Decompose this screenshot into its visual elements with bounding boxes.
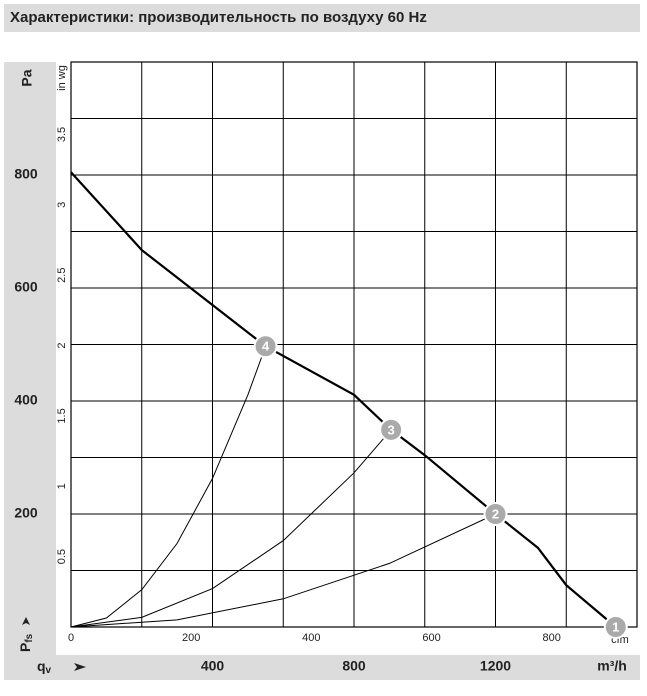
operating-point [603,615,628,639]
plot-frame [70,61,638,628]
y-symbol-main: P [17,643,33,652]
y2-unit: in wg [56,65,68,91]
x2-tick-label: 200 [182,632,200,644]
y2-tick-label: 2.5 [56,268,68,283]
y-axis-panel [4,62,56,680]
operating-point [253,334,278,359]
y-arrow [22,617,30,625]
x-tick-label: 800 [342,658,366,674]
operating-point [379,417,404,442]
point-label: 3 [388,422,395,437]
operating-point [483,502,508,526]
x-symbol: qv [37,658,52,676]
x2-tick-label: 600 [422,632,440,644]
y-tick-label: 600 [14,279,38,295]
y2-tick-label: 3 [56,202,68,208]
x2-tick-label: 800 [542,632,560,644]
y-tick-label: 800 [14,166,38,182]
x-tick-label: 400 [201,658,225,674]
point-label: 2 [492,506,499,521]
plot-panel [56,62,640,655]
y-tick-label: 200 [14,505,38,521]
x-unit: m³/h [597,658,627,674]
x2-tick-label: 400 [302,632,320,644]
point-label: 4 [262,339,270,354]
y-unit: Pa [19,69,35,86]
y2-tick-label: 1.5 [56,408,68,423]
x-arrow [74,663,86,671]
y-tick-label: 400 [14,392,38,408]
y2-tick-label: 0.5 [56,549,68,564]
series-line [70,346,267,628]
x-tick-label: 1200 [480,658,511,674]
series-line [70,429,392,628]
y2-tick-label: 3.5 [56,127,68,142]
x-axis-panel [4,655,640,680]
y2-tick-label: 2 [56,342,68,348]
x2-tick-label: 0 [68,632,74,644]
y2-tick-label: 1 [56,483,68,489]
series-line [70,513,496,628]
y-symbol-sub: fs [24,633,35,642]
x-symbol-sub: v [46,665,52,676]
x-symbol-main: q [37,658,46,674]
y-symbol: Pfs [17,633,35,652]
title-bar [4,4,640,32]
chart-title: Характеристики: производительность по во… [10,9,427,26]
point-label: 1 [612,619,619,634]
